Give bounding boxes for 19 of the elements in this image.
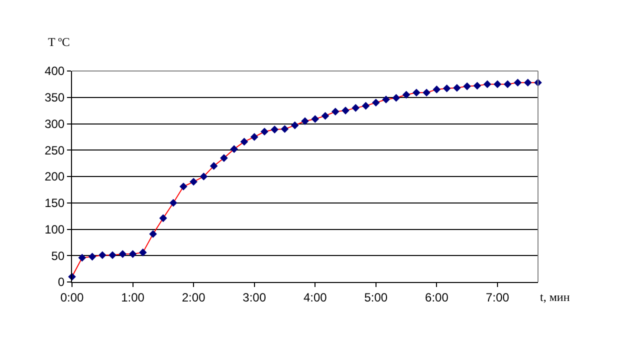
x-tick-label: 2:00 [182,290,206,304]
y-axis-title: T ºC [48,35,70,49]
y-tick-label: 100 [44,222,65,236]
x-tick-label: 5:00 [364,290,388,304]
y-tick-label: 0 [58,275,65,290]
x-tick-label: 4:00 [303,290,328,304]
y-tick-label: 200 [44,170,65,184]
y-tick-label: 300 [44,116,65,131]
x-tick-label: 1:00 [121,290,145,304]
y-tick-label: 250 [44,143,65,158]
x-tick-label: 6:00 [425,290,449,304]
x-tick-label: 3:00 [242,290,266,304]
y-tick-label: 350 [44,90,65,105]
x-tick-label: 0:00 [60,290,84,304]
y-tick-label: 150 [44,196,65,210]
x-axis-title: t, мин [540,290,570,304]
y-tick-label: 400 [44,64,65,78]
y-tick-label: 50 [51,248,65,263]
x-tick-label: 7:00 [486,290,510,304]
